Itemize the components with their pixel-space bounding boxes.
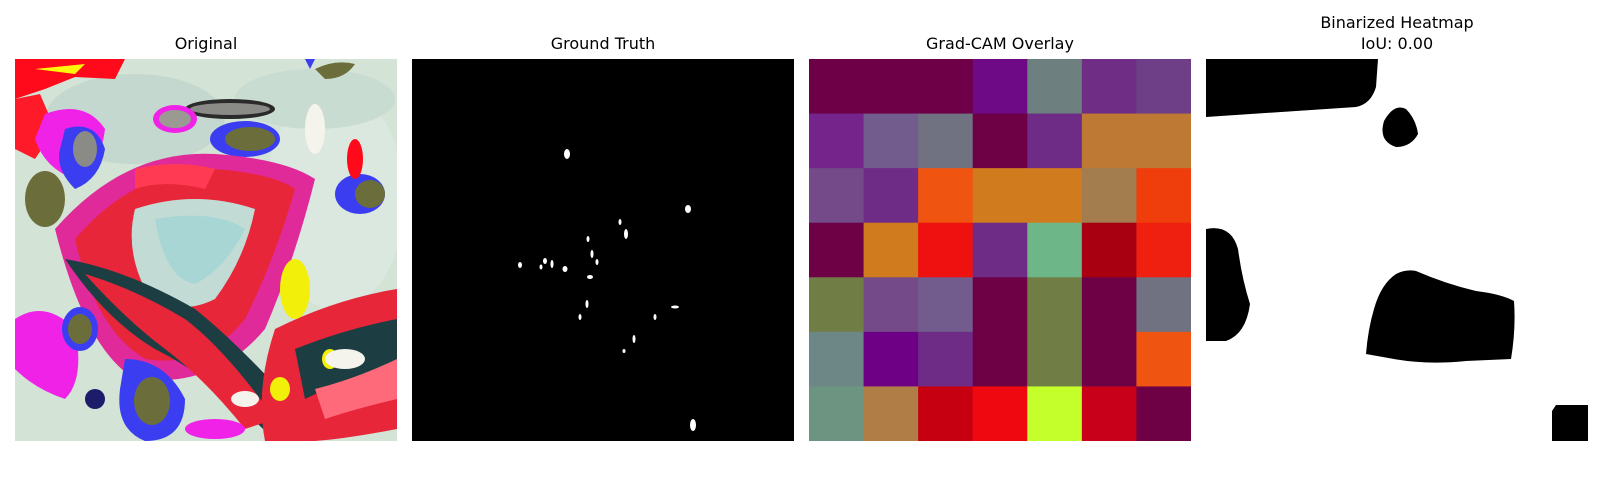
gradcam-cell-4-4: [1027, 277, 1083, 333]
panel-title-binarized: Binarized Heatmap: [1320, 13, 1474, 32]
gradcam-cell-2-0: [809, 168, 865, 224]
gradcam-cell-0-4: [1027, 59, 1083, 115]
ground-truth-mask: [412, 59, 794, 441]
gradcam-cell-6-5: [1081, 386, 1137, 441]
panel-title-ground-truth: Ground Truth: [550, 34, 656, 53]
original-image: [15, 59, 397, 441]
gradcam-cell-5-2: [918, 331, 974, 387]
gradcam-cell-1-5: [1081, 113, 1137, 169]
gradcam-cell-3-1: [863, 222, 919, 278]
gradcam-cell-6-0: [809, 386, 865, 441]
gradcam-cell-4-1: [863, 277, 919, 333]
gradcam-overlay: [809, 59, 1191, 441]
gradcam-cell-4-5: [1081, 277, 1137, 333]
gradcam-cell-6-4: [1027, 386, 1083, 441]
gradcam-cell-6-1: [863, 386, 919, 441]
gradcam-cell-1-1: [863, 113, 919, 169]
gradcam-cell-5-6: [1136, 331, 1191, 387]
gradcam-cell-1-0: [809, 113, 865, 169]
gradcam-cell-2-1: [863, 168, 919, 224]
gradcam-cell-0-0: [809, 59, 865, 115]
gradcam-cell-0-2: [918, 59, 974, 115]
gradcam-cell-4-6: [1136, 277, 1191, 333]
gradcam-cell-1-2: [918, 113, 974, 169]
binarized-heatmap: [1206, 59, 1588, 441]
gradcam-cell-3-5: [1081, 222, 1137, 278]
gradcam-cell-2-6: [1136, 168, 1191, 224]
panel-subtitle-iou: IoU: 0.00: [1360, 34, 1434, 53]
gradcam-cell-3-6: [1136, 222, 1191, 278]
gradcam-cell-6-6: [1136, 386, 1191, 441]
gradcam-cell-3-4: [1027, 222, 1083, 278]
gradcam-cell-5-5: [1081, 331, 1137, 387]
gradcam-cell-5-3: [972, 331, 1028, 387]
gradcam-cell-5-4: [1027, 331, 1083, 387]
gradcam-cell-2-4: [1027, 168, 1083, 224]
gradcam-cell-3-2: [918, 222, 974, 278]
gradcam-cell-5-1: [863, 331, 919, 387]
gradcam-cell-5-0: [809, 331, 865, 387]
gradcam-cell-4-2: [918, 277, 974, 333]
gradcam-cell-0-1: [863, 59, 919, 115]
gradcam-cell-4-3: [972, 277, 1028, 333]
panel-title-gradcam: Grad-CAM Overlay: [926, 34, 1074, 53]
gradcam-cell-1-3: [972, 113, 1028, 169]
gradcam-cell-1-6: [1136, 113, 1191, 169]
gradcam-cell-0-6: [1136, 59, 1191, 115]
gradcam-cell-2-5: [1081, 168, 1137, 224]
gradcam-cell-1-4: [1027, 113, 1083, 169]
gradcam-cell-0-3: [972, 59, 1028, 115]
gradcam-cell-6-2: [918, 386, 974, 441]
gradcam-cell-3-3: [972, 222, 1028, 278]
gradcam-cell-4-0: [809, 277, 865, 333]
panel-title-original: Original: [174, 34, 238, 53]
gradcam-cell-2-2: [918, 168, 974, 224]
gradcam-cell-3-0: [809, 222, 865, 278]
gradcam-cell-6-3: [972, 386, 1028, 441]
gradcam-cell-2-3: [972, 168, 1028, 224]
gradcam-cell-0-5: [1081, 59, 1137, 115]
